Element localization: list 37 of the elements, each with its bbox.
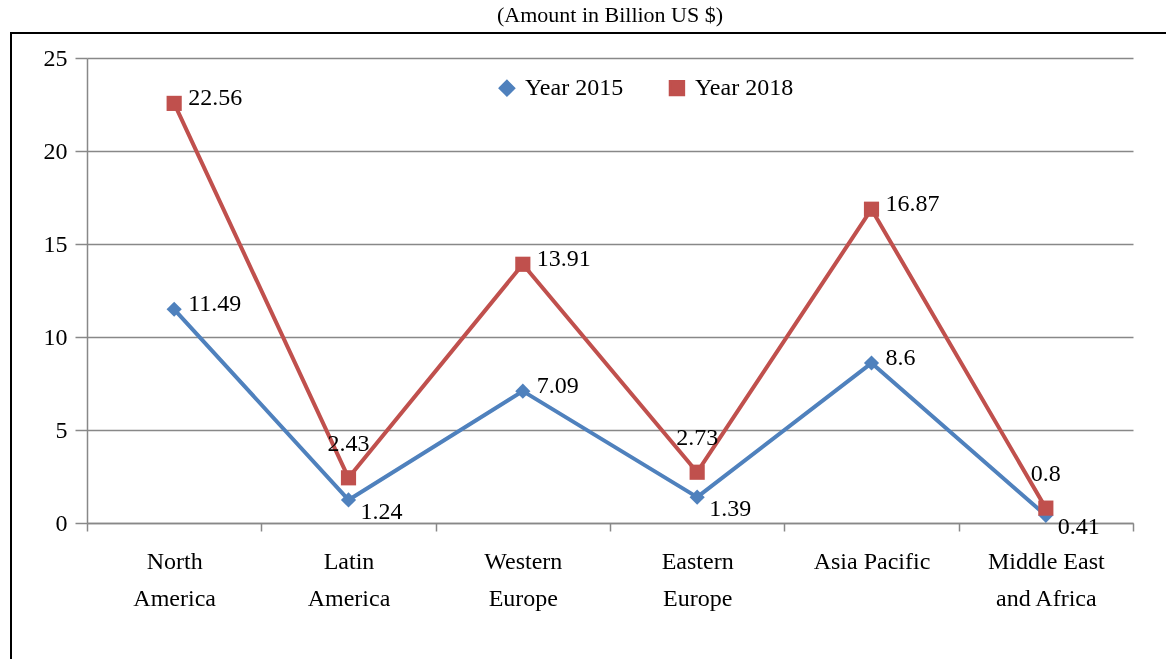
y-tick-label: 5	[55, 416, 68, 443]
y-tick-label: 15	[43, 230, 68, 257]
point	[340, 470, 357, 486]
x-tick-label: Western Europe	[484, 547, 563, 611]
x-tick-label: Eastern Europe	[661, 547, 734, 611]
data-label: 13.91	[536, 245, 591, 272]
data-label: 0.8	[1030, 460, 1061, 487]
y-tick-label: 0	[55, 509, 68, 536]
data-label: 11.49	[188, 290, 242, 317]
point	[166, 301, 182, 317]
point	[863, 201, 880, 217]
x-tick-label: Asia Pacific	[813, 547, 931, 574]
data-label: 22.56	[188, 84, 243, 111]
point	[689, 489, 705, 505]
data-label: 7.09	[536, 372, 579, 399]
legend-label: Year 2015	[524, 74, 624, 101]
data-label: 16.87	[885, 190, 940, 217]
point	[515, 256, 531, 272]
data-label: 2.73	[676, 424, 719, 451]
y-tick-label: 10	[43, 323, 68, 350]
x-tick-label: North America	[133, 547, 217, 611]
chart-title: (Amount in Billion US $)	[496, 2, 724, 27]
y-tick-label: 20	[43, 137, 68, 164]
data-label: 0.41	[1057, 513, 1100, 540]
point	[166, 95, 182, 111]
point	[515, 383, 531, 399]
point	[340, 492, 357, 508]
point	[1038, 500, 1054, 516]
y-tick-label: 25	[43, 44, 68, 71]
data-label: 1.39	[709, 495, 752, 522]
data-label: 8.6	[885, 344, 916, 371]
legend-label: Year 2018	[694, 74, 794, 101]
x-tick-label: Latin America	[307, 547, 391, 611]
point	[863, 355, 880, 371]
x-tick-label: Middle East and Africa	[988, 547, 1105, 611]
point	[689, 464, 705, 480]
data-label: 1.24	[360, 497, 403, 524]
